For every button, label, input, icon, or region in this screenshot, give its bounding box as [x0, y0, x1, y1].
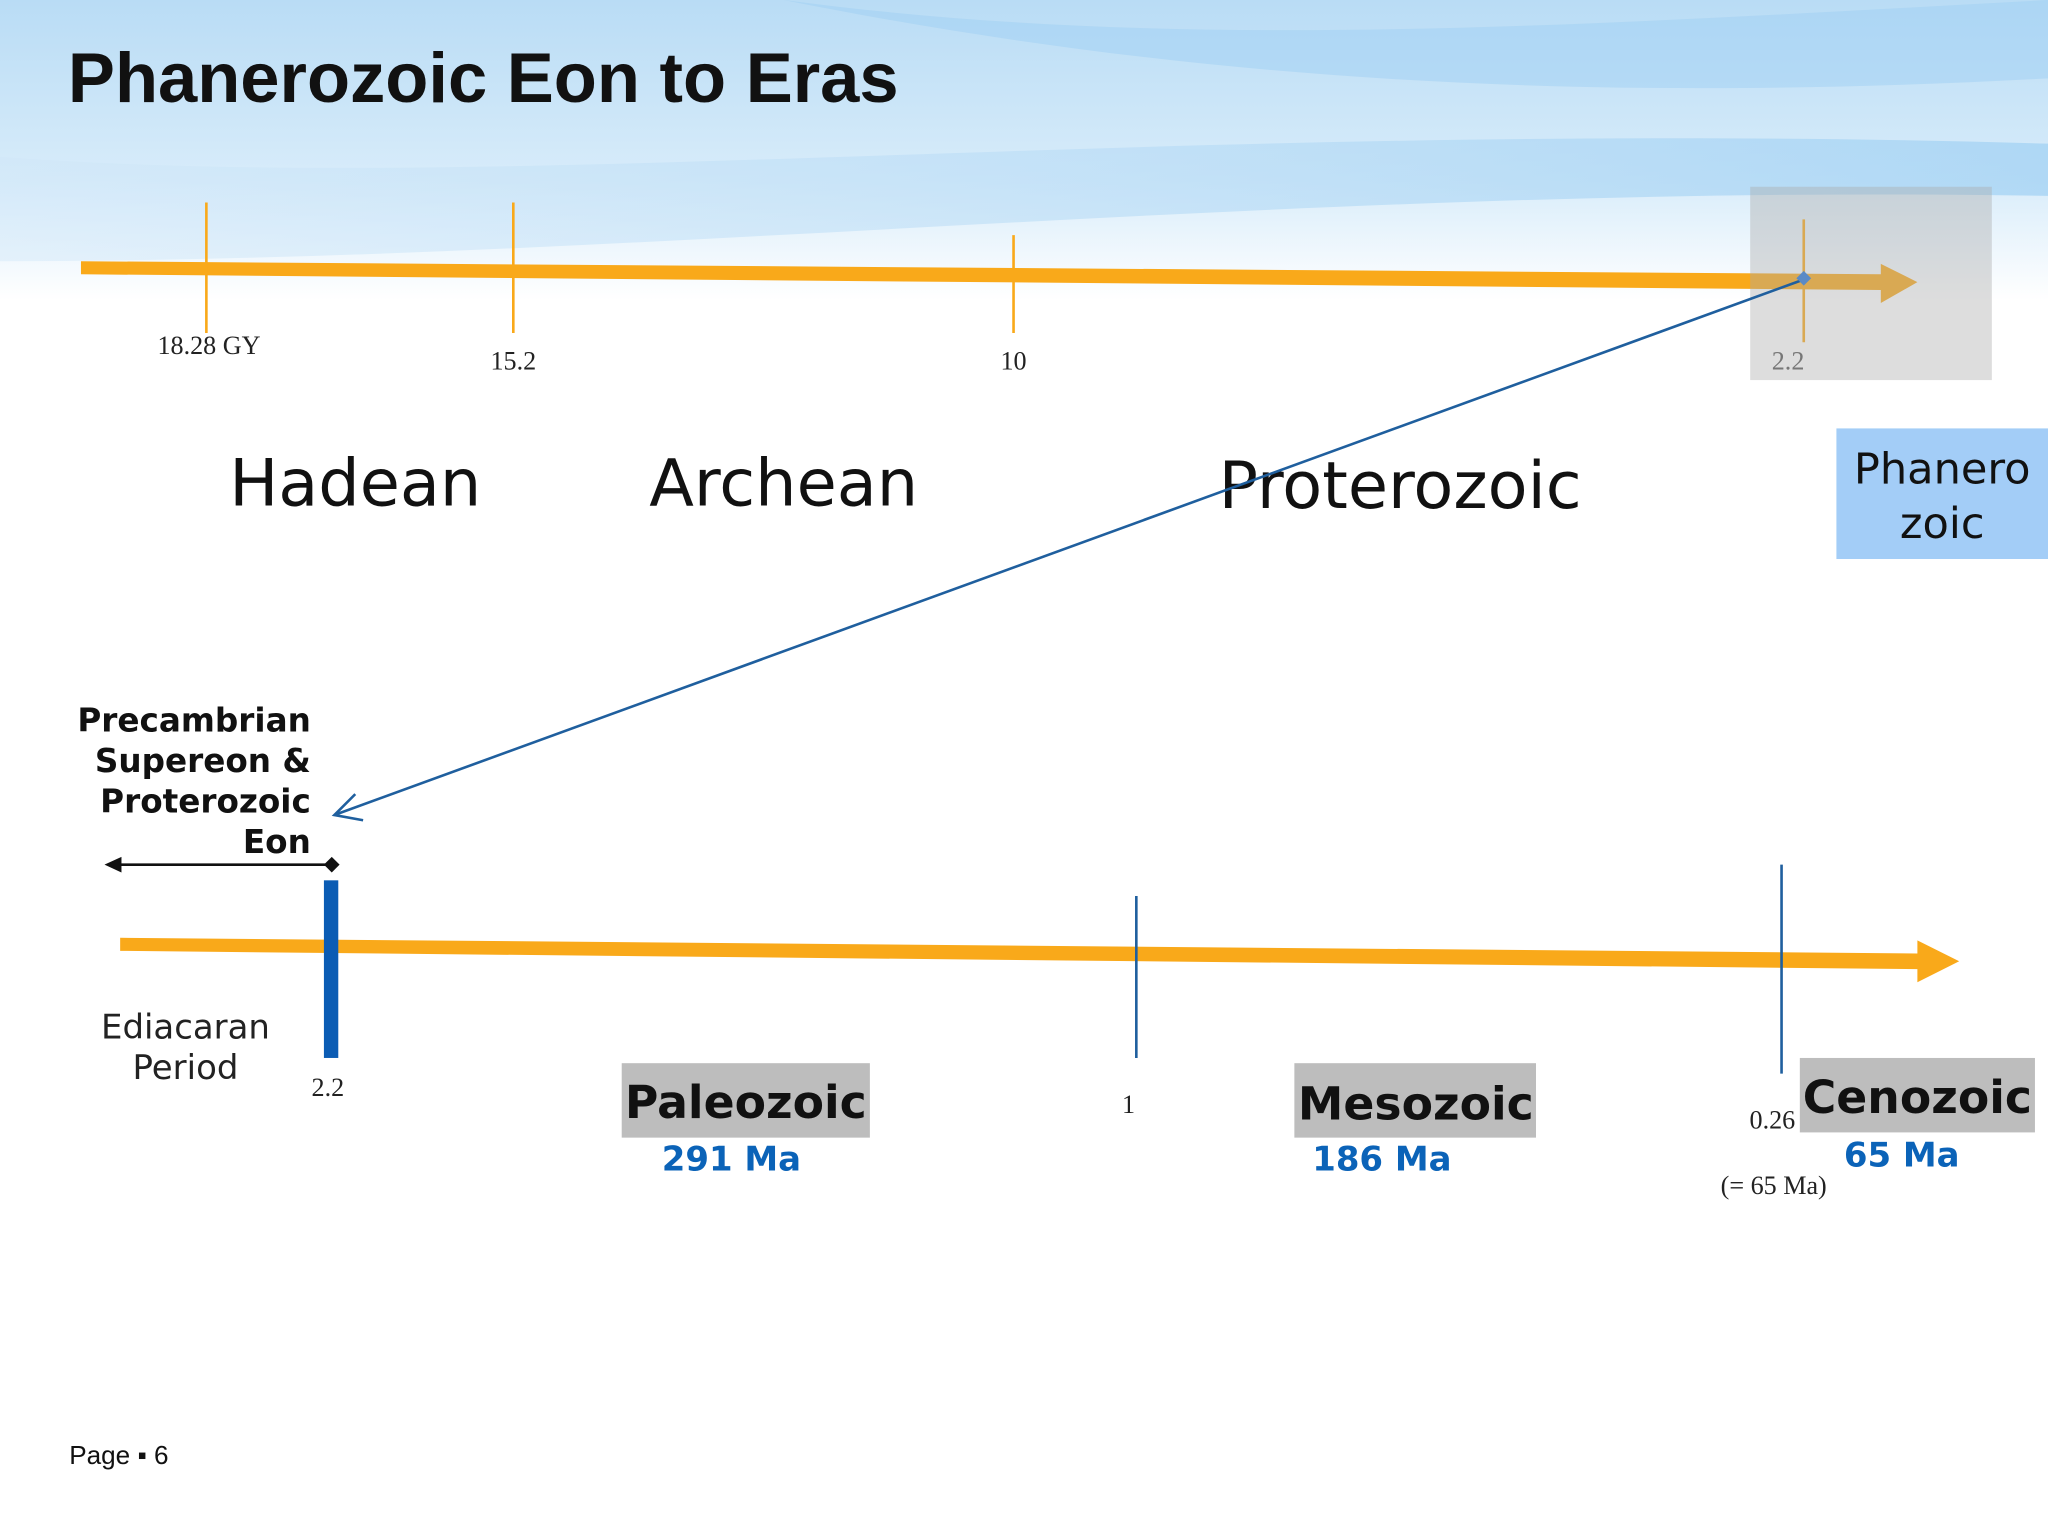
era-name: Paleozoic — [625, 1076, 867, 1129]
tick-label: 2.2 — [1772, 347, 1805, 376]
connector-head — [331, 793, 364, 822]
era-name: Cenozoic — [1803, 1071, 2032, 1124]
tick-label: 15.2 — [490, 347, 536, 376]
eon-label: zoic — [1900, 499, 1985, 549]
era-duration: 65 Ma — [1844, 1135, 1960, 1175]
title: Phanerozoic Eon to Eras — [68, 38, 899, 117]
era-box — [1799, 1057, 2035, 1133]
era-name: Mesozoic — [1298, 1077, 1534, 1130]
connector — [333, 278, 1805, 817]
span-arrow-end — [323, 856, 340, 873]
period-label: Ediacaran — [101, 1007, 270, 1047]
eon-label: Phanero — [1854, 444, 2031, 494]
span-label-line: Precambrian — [77, 701, 310, 739]
era-box — [1294, 1063, 1536, 1138]
tick-label: 10 — [1000, 347, 1026, 376]
timeline-arrow — [80, 261, 1918, 304]
era-duration: 291 Ma — [662, 1139, 801, 1179]
background-wave — [783, 0, 2048, 89]
footer: Page ▪ 6 — [69, 1440, 168, 1470]
tick-note: (= 65 Ma) — [1721, 1171, 1827, 1200]
boundary-bar — [323, 880, 339, 1058]
span-label-line: Proterozoic — [100, 782, 311, 820]
span-label-line: Eon — [243, 823, 311, 861]
phanerozoic-box — [1836, 428, 2048, 560]
era-box — [621, 1063, 870, 1138]
period-label: Period — [133, 1048, 239, 1088]
tick-label: 18.28 GY — [157, 331, 260, 360]
eon-label: Proterozoic — [1219, 448, 1582, 524]
eon-label: Hadean — [229, 445, 481, 521]
tick-label: 0.26 — [1750, 1105, 1796, 1134]
span-label-line: Supereon & — [95, 742, 311, 780]
tick-label: 2.2 — [312, 1073, 345, 1102]
span-label: Precambrian Supereon & Proterozoic Eon — [77, 701, 310, 860]
era-duration: 186 Ma — [1312, 1139, 1451, 1179]
tick-label: 1 — [1122, 1090, 1135, 1119]
eon-label: Archean — [649, 445, 918, 521]
timeline-arrow — [120, 937, 1960, 983]
span-arrow-head — [104, 856, 122, 873]
